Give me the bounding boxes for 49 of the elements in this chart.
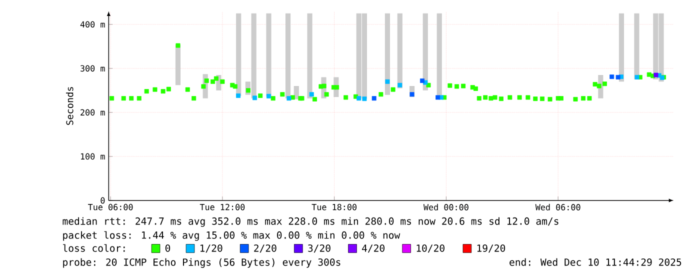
y-tick-label: 400 m — [80, 21, 105, 28]
point — [610, 74, 614, 80]
point — [266, 94, 271, 98]
y-tick-label: 100 m — [80, 153, 105, 160]
text: median rtt: 247.7 ms avg 352.0 ms max 228.0 ms min 280.0 ms now 20.6 ms sd 12.0 am/s — [62, 217, 558, 227]
legend-label: 0 — [165, 244, 170, 252]
legend-label: 3/20 — [308, 244, 330, 253]
x-tick-label: Wed 06:00 — [535, 204, 580, 210]
bar — [285, 13, 291, 98]
text: packet loss: 1.44 % avg 15.00 % max 0.00 % min 0.00 % now — [63, 231, 400, 241]
bar — [397, 13, 402, 88]
point — [372, 96, 376, 101]
x-tick-label: Tue 06:00 — [88, 204, 133, 210]
bar — [266, 13, 272, 97]
point — [236, 94, 241, 98]
point — [634, 75, 640, 80]
bar — [384, 13, 390, 95]
text: end: Wed Dec 10 11:44:29 2025 — [510, 258, 682, 266]
point — [398, 82, 402, 88]
y-tick-label: 300 m — [80, 65, 105, 72]
bar — [307, 13, 312, 98]
point — [309, 92, 314, 97]
point — [410, 92, 414, 97]
y-tick-label: 0 — [100, 197, 105, 204]
bar — [422, 13, 428, 90]
legend-title: loss color: — [63, 244, 125, 252]
point — [420, 78, 425, 84]
legend-label: 2/20 — [254, 244, 276, 253]
point — [286, 96, 292, 101]
bar — [236, 13, 242, 96]
bar — [618, 13, 624, 82]
x-tick-label: Wed 00:00 — [423, 204, 468, 210]
y-axis-title: Seconds — [66, 87, 74, 125]
y-tick-label: 200 m — [80, 109, 105, 116]
point — [252, 96, 257, 100]
point — [362, 96, 367, 102]
text: probe: 20 ICMP Echo Pings (56 Bytes) every 300s — [63, 258, 340, 268]
legend-label: 19/20 — [477, 244, 506, 253]
legend-label: 4/20 — [362, 244, 384, 253]
x-tick-label: Tue 18:00 — [312, 204, 356, 210]
bar — [634, 13, 640, 80]
legend-label: 10/20 — [416, 244, 444, 253]
point — [356, 96, 362, 101]
legend-label: 1/20 — [200, 244, 222, 253]
point — [654, 72, 658, 78]
point — [436, 95, 440, 100]
x-tick-label: Tue 12:00 — [200, 204, 245, 210]
point — [616, 75, 620, 80]
point — [385, 79, 390, 84]
